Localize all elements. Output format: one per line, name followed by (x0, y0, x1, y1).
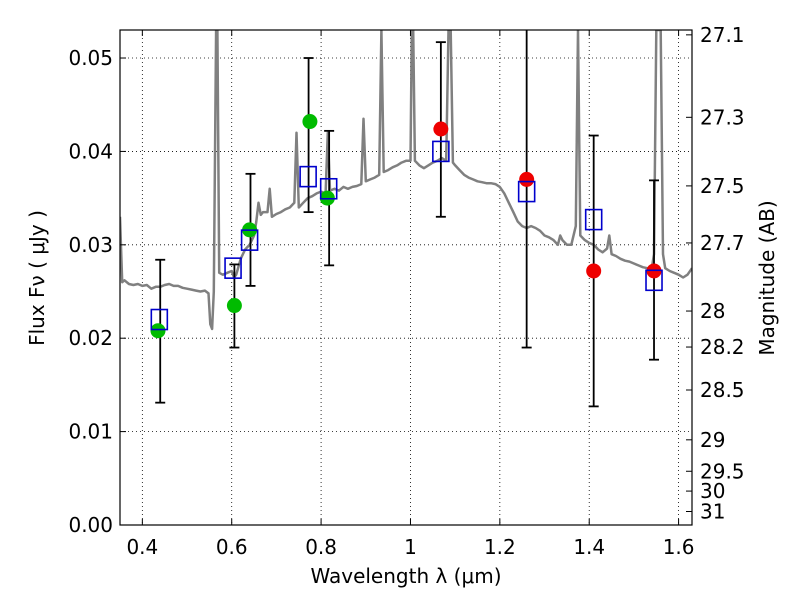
data-markers (150, 114, 663, 339)
mag-tick-label: 31 (700, 500, 725, 524)
y-axis-label-right: Magnitude (AB) (755, 200, 779, 355)
data-point-square (645, 269, 663, 292)
data-point-square (432, 140, 450, 163)
mag-tick-label: 27.7 (700, 231, 745, 255)
x-tick-label: 1.4 (573, 535, 605, 559)
data-point-circle (433, 121, 449, 137)
mag-tick-label: 28.2 (700, 335, 745, 359)
mag-tick-label: 30 (700, 479, 725, 503)
x-tick-label: 0.8 (305, 535, 337, 559)
y-tick-label: 0.01 (68, 420, 113, 444)
data-point-square (584, 208, 603, 231)
data-point-circle (519, 171, 535, 187)
data-point-circle (150, 323, 166, 339)
y-axis-label-left: Flux Fν ( μJy ) (25, 210, 49, 346)
y-tick-labels: 0.00 0.01 0.02 0.03 0.04 0.05 (68, 46, 113, 537)
plot-frame (119, 29, 693, 526)
data-point-circle (226, 298, 242, 314)
data-point-square (299, 165, 317, 188)
x-tick-label: 0.4 (126, 535, 158, 559)
mag-tick-label: 27.3 (700, 105, 745, 129)
x-tick-labels: 0.4 0.6 0.8 1 1.2 1.4 1.6 (126, 535, 694, 559)
data-point-square (319, 177, 338, 200)
mag-tick-label: 28 (700, 299, 725, 323)
data-point-square (224, 257, 242, 279)
mag-tick-label: 29 (700, 428, 725, 452)
y-tick-label: 0.02 (68, 326, 113, 350)
mag-tick-label: 28.5 (700, 378, 745, 402)
mag-tick-label: 27.5 (700, 174, 745, 198)
data-point-square (240, 229, 259, 251)
x-tick-label: 1.2 (484, 535, 516, 559)
model-spectrum (120, 30, 692, 331)
spectrum-line (120, 30, 692, 331)
mag-tick-label: 27.1 (700, 23, 745, 47)
data-point-square (150, 308, 169, 331)
x-axis-label: Wavelength λ (μm) (310, 564, 501, 588)
grid-lines (120, 30, 692, 525)
y-tick-label: 0.05 (68, 46, 113, 70)
x-tick-label: 1.6 (663, 535, 695, 559)
y-tick-label: 0.04 (68, 139, 113, 163)
x-tick-label: 1 (404, 535, 417, 559)
y-tick-label: 0.03 (68, 233, 113, 257)
error-bars (155, 30, 660, 408)
y-tick-label: 0.00 (68, 513, 113, 537)
mag-tick-label: 29.5 (700, 459, 745, 483)
data-point-circle (302, 114, 318, 130)
data-point-square (517, 180, 536, 203)
data-point-circle (586, 263, 602, 279)
x-tick-label: 0.6 (216, 535, 248, 559)
axis-ticks (120, 30, 692, 526)
